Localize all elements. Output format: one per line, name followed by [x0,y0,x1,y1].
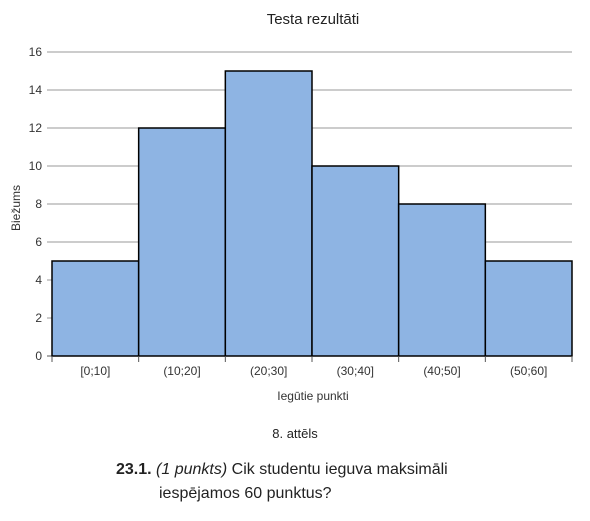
y-tick-label: 4 [35,273,42,287]
x-tick-labels: [0;10] (10;20] (20;30] (30;40] (40;50] (50;60… [51,356,573,378]
bar-4 [397,203,487,357]
x-tick-label: (10;20] [163,364,200,378]
y-axis-label: Biežums [9,185,23,231]
y-tick-label: 2 [35,311,42,325]
question-text-line2: iespējamos 60 punktus? [159,485,332,502]
bars [51,70,573,357]
y-tick-label: 6 [35,235,42,249]
y-tick-label: 10 [29,159,43,173]
y-tick-label: 8 [35,197,42,211]
question-number: 23.1. [116,461,152,478]
x-tick-label: (50;60] [510,364,547,378]
x-tick-label: (40;50] [423,364,460,378]
bar-2 [224,70,313,357]
bar-5 [484,260,573,357]
y-tick-label: 12 [29,121,43,135]
x-tick-label: [0;10] [80,364,110,378]
y-tick-labels: 0 2 4 6 8 10 12 14 16 [29,45,43,363]
bar-1 [137,127,227,357]
x-tick-label: (20;30] [250,364,287,378]
y-tick-label: 16 [29,45,43,59]
chart-title: Testa rezultāti [267,11,360,28]
figure-caption: 8. attēls [272,426,318,441]
x-axis-label: Iegūtie punkti [277,389,348,403]
y-tick-label: 14 [29,83,43,97]
question-text-line1: Cik studentu ieguva maksimāli [231,461,448,478]
histogram-chart: Testa rezultāti 0 2 4 6 8 10 12 14 16 [0;10] (10;… [9,11,573,403]
y-tick-label: 0 [35,349,42,363]
question: 23.1. (1 punkts) Cik studentu ieguva mak… [116,458,536,506]
x-tick-label: (30;40] [337,364,374,378]
bar-3 [311,165,400,357]
question-points: (1 punkts) [156,461,228,478]
bar-0 [51,260,140,357]
